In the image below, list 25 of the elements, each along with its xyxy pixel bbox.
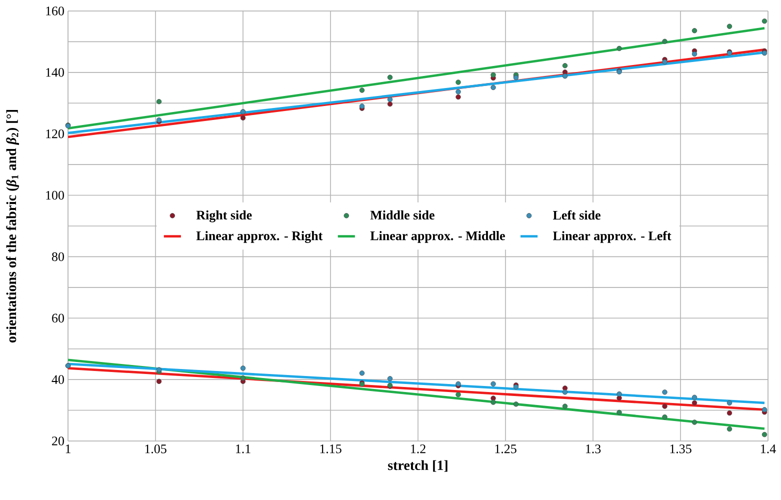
x-tick-label: 1.25 [495, 444, 516, 454]
x-tick-label: 1.05 [145, 444, 166, 454]
legend-label: Linear approx. - Right [196, 231, 323, 243]
legend-label: Linear approx. - Middle [370, 231, 505, 243]
y-axis-title: orientations of the fabric (β$_{1}$ and β$_{2}$) [°] [6, 110, 19, 343]
y-tick-label: 160 [46, 6, 64, 16]
x-axis-title: stretch [1] [388, 460, 448, 472]
legend-label: Middle side [370, 210, 434, 220]
legend-label: Linear approx. - Left [552, 230, 672, 243]
y-tick-label: 20 [52, 436, 64, 446]
x-tick-label: 1.15 [320, 444, 342, 454]
y-tick-label: 80 [52, 252, 64, 262]
y-tick-label: 140 [46, 68, 64, 77]
x-tick-label: 1.3 [586, 444, 601, 454]
x-tick-label: 1.2 [411, 444, 426, 454]
y-tick-label: 120 [46, 129, 64, 138]
x-tick-label: 1.35 [670, 444, 692, 454]
legend-label: Right side [196, 210, 252, 222]
y-tick-label: 100 [46, 190, 64, 200]
x-tick-label: 1.1 [236, 444, 250, 454]
x-tick-label: 1 [66, 444, 70, 454]
x-tick-label: 1.4 [761, 444, 776, 454]
y-tick-label: 40 [52, 375, 64, 384]
legend-label: Left side [552, 210, 600, 220]
y-tick-label: 60 [52, 314, 64, 323]
